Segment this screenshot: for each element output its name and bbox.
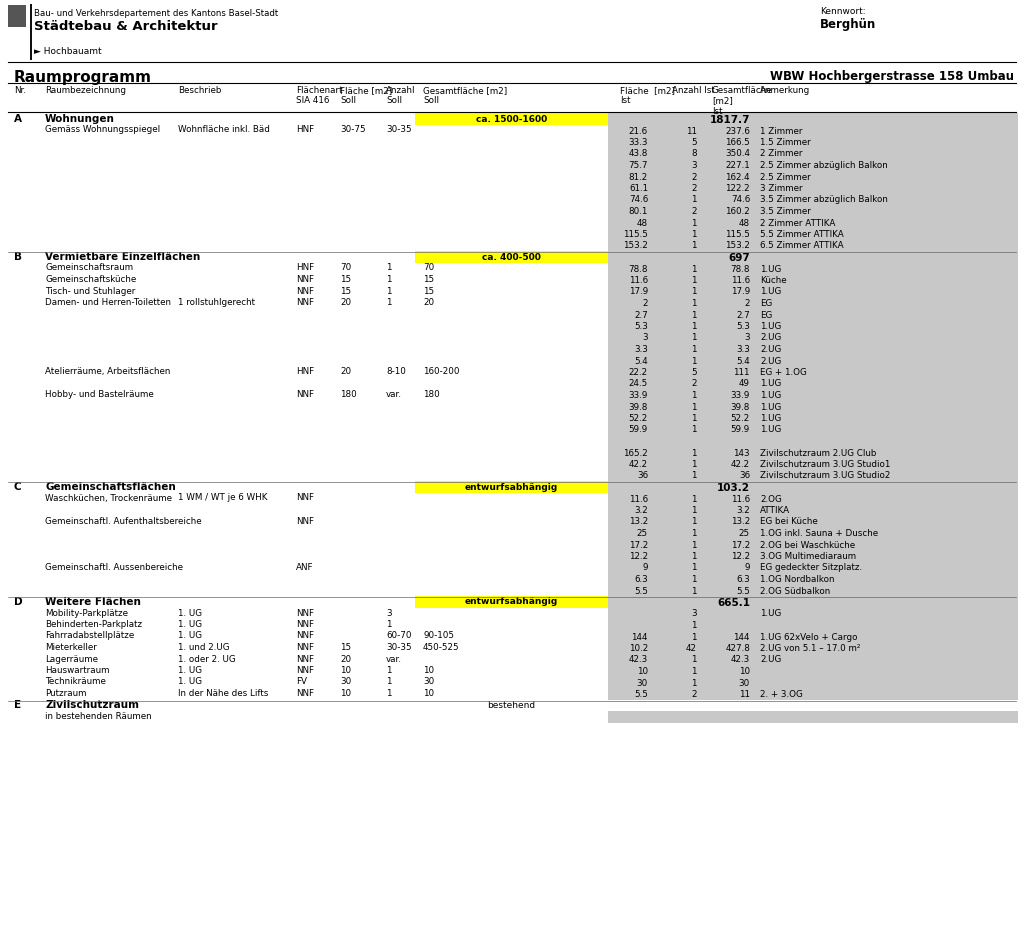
Text: 1 rollstuhlgerecht: 1 rollstuhlgerecht: [178, 298, 255, 307]
Bar: [415, 596, 608, 608]
Text: 22.2: 22.2: [629, 368, 648, 377]
Text: 3.5 Zimmer: 3.5 Zimmer: [760, 207, 811, 216]
Text: ca. 400-500: ca. 400-500: [482, 252, 541, 262]
Text: C: C: [14, 482, 22, 492]
Text: Anzahl
Soll: Anzahl Soll: [386, 86, 416, 106]
Text: 1: 1: [691, 402, 697, 411]
Text: NNF: NNF: [296, 286, 314, 295]
Text: B: B: [14, 252, 22, 262]
Text: 3.2: 3.2: [736, 506, 750, 515]
Text: 59.9: 59.9: [731, 425, 750, 435]
Text: 6.3: 6.3: [634, 575, 648, 584]
Text: 15: 15: [340, 643, 351, 652]
Text: 153.2: 153.2: [624, 241, 648, 251]
Text: FV: FV: [296, 678, 307, 686]
Text: 30-75: 30-75: [340, 125, 366, 135]
Text: Berghün: Berghün: [820, 18, 877, 31]
Text: ► Hochbauamt: ► Hochbauamt: [34, 47, 101, 56]
Text: NNF: NNF: [296, 620, 314, 629]
Text: EG gedeckter Sitzplatz.: EG gedeckter Sitzplatz.: [760, 564, 862, 572]
Text: 160.2: 160.2: [725, 207, 750, 216]
Text: 10: 10: [340, 689, 351, 698]
Text: 33.3: 33.3: [629, 138, 648, 147]
Text: 10: 10: [423, 689, 434, 698]
Text: 1.5 Zimmer: 1.5 Zimmer: [760, 138, 811, 147]
Text: 2: 2: [691, 380, 697, 389]
Text: 1: 1: [691, 391, 697, 400]
Text: A: A: [14, 114, 22, 124]
Text: 30: 30: [423, 678, 434, 686]
Text: 2.UG: 2.UG: [760, 655, 781, 665]
Bar: [608, 515, 1018, 562]
Text: NNF: NNF: [296, 689, 314, 698]
Text: 43.8: 43.8: [629, 150, 648, 159]
Text: 2.7: 2.7: [634, 310, 648, 320]
Text: NNF: NNF: [296, 494, 314, 502]
Text: 3: 3: [386, 609, 391, 617]
Text: in bestehenden Räumen: in bestehenden Räumen: [45, 712, 152, 721]
Text: 1.UG: 1.UG: [760, 265, 781, 274]
Text: 30-35: 30-35: [386, 643, 412, 652]
Text: 665.1: 665.1: [717, 598, 750, 608]
Text: 1: 1: [691, 655, 697, 665]
Text: Putzraum: Putzraum: [45, 689, 86, 698]
Text: 11: 11: [739, 690, 750, 699]
Text: 1: 1: [386, 689, 391, 698]
Text: 5.5: 5.5: [736, 586, 750, 596]
Text: Kennwort:: Kennwort:: [820, 7, 865, 16]
Text: Tisch- und Stuhlager: Tisch- und Stuhlager: [45, 286, 135, 295]
Text: 1: 1: [691, 219, 697, 227]
Text: 2.OG bei Waschküche: 2.OG bei Waschküche: [760, 540, 855, 550]
Text: 1: 1: [386, 666, 391, 675]
Text: 11.6: 11.6: [629, 276, 648, 285]
Text: 1: 1: [691, 495, 697, 504]
Text: 80.1: 80.1: [629, 207, 648, 216]
Text: E: E: [14, 700, 22, 711]
Text: 48: 48: [739, 219, 750, 227]
Text: 5: 5: [691, 138, 697, 147]
Text: 81.2: 81.2: [629, 172, 648, 181]
Bar: [608, 630, 1018, 642]
Text: 30: 30: [637, 679, 648, 687]
Text: NNF: NNF: [296, 643, 314, 652]
Text: 36: 36: [637, 471, 648, 481]
Text: 3.2: 3.2: [634, 506, 648, 515]
Text: 2.UG: 2.UG: [760, 356, 781, 366]
Text: 1: 1: [691, 564, 697, 572]
Bar: [608, 481, 1018, 493]
Text: EG bei Küche: EG bei Küche: [760, 517, 818, 526]
Text: 1: 1: [386, 264, 391, 272]
Text: Gemäss Wohnungsspiegel: Gemäss Wohnungsspiegel: [45, 125, 160, 135]
Text: 1: 1: [691, 287, 697, 296]
Text: 1: 1: [691, 310, 697, 320]
Text: Gesamtfläche
[m2]
Ist: Gesamtfläche [m2] Ist: [712, 86, 773, 116]
Text: 1: 1: [691, 449, 697, 457]
Text: 17.2: 17.2: [629, 540, 648, 550]
Text: Nr.: Nr.: [14, 86, 26, 95]
Text: 3.3: 3.3: [634, 345, 648, 354]
Text: 8-10: 8-10: [386, 367, 406, 376]
Text: Zivilschutzraum 3.UG Studio2: Zivilschutzraum 3.UG Studio2: [760, 471, 891, 481]
Text: 5.3: 5.3: [736, 322, 750, 331]
Text: Gemeinschaftl. Aussenbereiche: Gemeinschaftl. Aussenbereiche: [45, 563, 183, 571]
Text: 1.UG: 1.UG: [760, 610, 781, 618]
Text: 122.2: 122.2: [725, 184, 750, 193]
Text: 74.6: 74.6: [629, 195, 648, 205]
Text: WBW Hochbergerstrasse 158 Umbau: WBW Hochbergerstrasse 158 Umbau: [770, 70, 1014, 83]
Text: 20: 20: [423, 298, 434, 307]
Text: Städtebau & Architektur: Städtebau & Architektur: [34, 20, 218, 33]
Text: 1: 1: [386, 286, 391, 295]
Text: 24.5: 24.5: [629, 380, 648, 389]
Bar: [608, 711, 1018, 723]
Text: Zivilschutzraum 2.UG Club: Zivilschutzraum 2.UG Club: [760, 449, 877, 457]
Text: 42.2: 42.2: [629, 460, 648, 469]
Text: 60-70: 60-70: [386, 631, 412, 640]
Text: 1.UG 62xVelo + Cargo: 1.UG 62xVelo + Cargo: [760, 632, 857, 641]
Bar: [608, 665, 1018, 677]
Text: 1: 1: [691, 299, 697, 308]
Bar: [608, 619, 1018, 630]
Text: 20: 20: [340, 298, 351, 307]
Text: 427.8: 427.8: [725, 644, 750, 653]
Text: 5.5: 5.5: [634, 690, 648, 699]
Text: 17.2: 17.2: [731, 540, 750, 550]
